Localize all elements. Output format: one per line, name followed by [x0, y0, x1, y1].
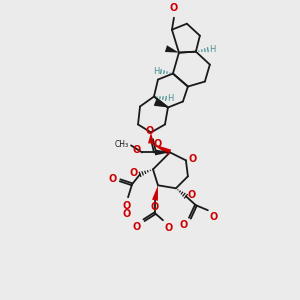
- Text: O: O: [133, 222, 141, 232]
- Polygon shape: [148, 132, 154, 143]
- Text: H: H: [154, 67, 160, 76]
- Text: O: O: [146, 126, 154, 136]
- Text: H: H: [167, 94, 173, 103]
- Polygon shape: [165, 45, 179, 52]
- Text: O: O: [165, 223, 173, 233]
- Text: O: O: [151, 202, 159, 212]
- Text: O: O: [170, 3, 178, 13]
- Polygon shape: [152, 185, 158, 201]
- Polygon shape: [154, 99, 168, 107]
- Text: O: O: [109, 174, 117, 184]
- Text: O: O: [123, 209, 131, 219]
- Text: H: H: [209, 45, 215, 54]
- Text: O: O: [130, 168, 138, 178]
- Text: O: O: [133, 146, 141, 155]
- Text: O: O: [189, 154, 197, 164]
- Polygon shape: [151, 143, 171, 155]
- Text: O: O: [188, 190, 196, 200]
- Text: O: O: [180, 220, 188, 230]
- Polygon shape: [155, 149, 170, 155]
- Text: CH₃: CH₃: [115, 140, 129, 149]
- Text: O: O: [154, 140, 162, 149]
- Text: O: O: [123, 201, 131, 211]
- Text: O: O: [210, 212, 218, 222]
